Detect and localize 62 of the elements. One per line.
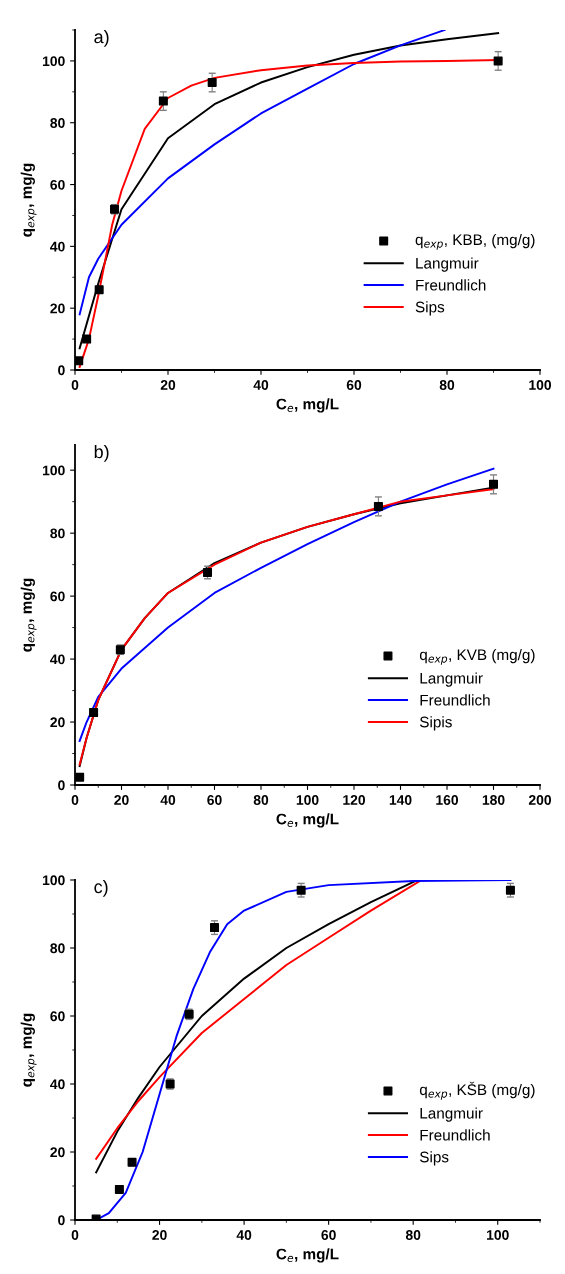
legend-label: q$_{exp}$, KVB (mg/g) [419, 648, 535, 665]
y-tick-label: 80 [50, 118, 65, 128]
x-tick-label: 100 [296, 795, 319, 805]
y-tick-label: 20 [50, 1147, 65, 1158]
x-tick-label: 20 [114, 795, 129, 805]
chart-title: c) [94, 880, 108, 897]
y-tick-label: 0 [58, 365, 65, 376]
legend-label: q$_{exp}$, KŠB (mg/g) [419, 1081, 535, 1100]
x-axis-title: C$_{e}$, mg/L [276, 813, 339, 828]
y-tick-label: 40 [50, 1079, 65, 1090]
x-tick-label: 80 [405, 1230, 421, 1240]
x-tick-label: 180 [482, 795, 505, 805]
legend-label: Sips [415, 301, 445, 316]
chart-title: a) [94, 30, 109, 47]
x-tick-label: 140 [389, 795, 412, 805]
legend-label: Langmuir [420, 1107, 483, 1122]
y-axis-title: q$_{exp}$, mg/g [20, 578, 37, 652]
chart-title: b) [94, 445, 109, 462]
y-tick-label: 100 [42, 875, 65, 886]
y-tick-label: 80 [50, 943, 65, 954]
x-tick-label: 60 [321, 1230, 336, 1240]
y-axis-title: q$_{exp}$, mg/g [20, 163, 37, 237]
x-tick-label: 40 [160, 795, 176, 805]
legend-label: Freundlich [420, 1129, 490, 1141]
x-tick-label: 40 [236, 1230, 252, 1240]
legend-label: q$_{exp}$, KBB, (mg/g) [415, 233, 535, 250]
x-axis-title: C$_{e}$, mg/L [276, 398, 339, 413]
y-tick-label: 80 [50, 528, 65, 539]
x-axis-title: C$_{e}$, mg/L [276, 1248, 339, 1263]
legend-label: Sipis [419, 716, 452, 731]
y-tick-label: 40 [50, 654, 65, 665]
y-tick-label: 60 [50, 591, 65, 602]
x-tick-label: 20 [160, 380, 176, 390]
x-tick-label: 0 [71, 1230, 79, 1240]
x-tick-label: 0 [71, 795, 79, 805]
y-tick-label: 100 [42, 465, 65, 476]
y-axis-title: q$_{exp}$, mg/g [20, 1013, 37, 1087]
legend-label: Langmuir [416, 257, 479, 272]
x-tick-label: 80 [439, 380, 455, 390]
x-tick-label: 160 [436, 795, 459, 805]
x-tick-label: 20 [152, 1230, 167, 1240]
x-tick-label: 60 [207, 795, 222, 805]
y-tick-label: 20 [50, 303, 65, 314]
x-tick-label: 60 [346, 380, 362, 390]
y-tick-label: 40 [50, 241, 65, 252]
x-tick-label: 80 [253, 795, 269, 805]
x-tick-label: 120 [343, 795, 366, 805]
y-tick-label: 60 [50, 179, 65, 190]
legend-label: Freundlich [420, 694, 490, 706]
x-tick-label: 200 [528, 795, 552, 805]
y-tick-label: 20 [50, 717, 65, 728]
y-tick-label: 60 [50, 1011, 65, 1022]
legend-label: Freundlich [416, 279, 486, 291]
y-tick-label: 100 [42, 56, 65, 67]
x-tick-label: 40 [253, 380, 269, 390]
x-tick-label: 0 [71, 380, 79, 390]
y-tick-label: 0 [58, 780, 65, 791]
x-tick-label: 100 [487, 1230, 509, 1240]
y-tick-label: 0 [58, 1215, 65, 1226]
legend-label: Langmuir [420, 672, 483, 687]
legend-label: Sips [419, 1151, 449, 1166]
x-tick-label: 100 [529, 380, 552, 390]
